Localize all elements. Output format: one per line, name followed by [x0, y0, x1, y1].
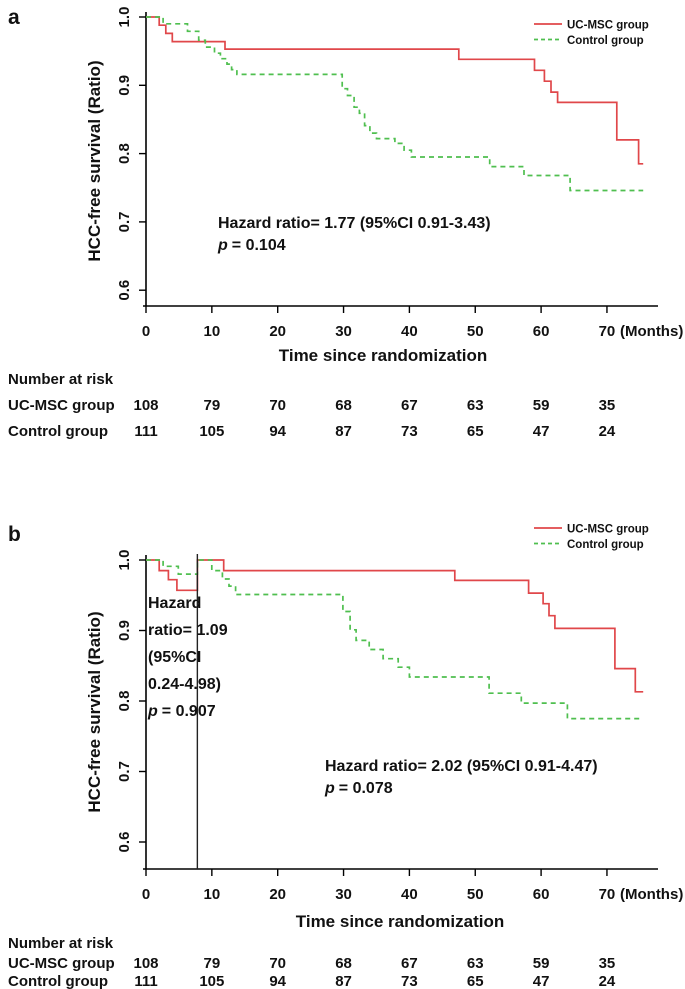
annotation-line: Hazard ratio= 2.02 (95%CI 0.91-4.47) — [325, 758, 598, 775]
y-tick-label: 0.8 — [116, 691, 133, 712]
y-tick-label: 0.8 — [116, 143, 133, 164]
y-tick-label: 0.7 — [116, 761, 133, 782]
nar-value: 35 — [599, 397, 616, 414]
nar-value: 67 — [401, 955, 418, 972]
nar-value: 65 — [467, 423, 484, 440]
x-tick-label: 0 — [142, 886, 150, 903]
nar-value: 70 — [269, 955, 286, 972]
nar-value: 47 — [533, 973, 550, 989]
x-tick-label: 50 — [467, 886, 484, 903]
y-axis-title: HCC-free survival (Ratio) — [85, 60, 104, 261]
series-control-group — [146, 559, 644, 720]
nar-value: 105 — [199, 973, 224, 989]
y-tick-label: 0.9 — [116, 75, 133, 96]
x-axis-title: Time since randomization — [296, 912, 504, 931]
y-tick-label: 0.7 — [116, 211, 133, 232]
x-tick-label: 60 — [533, 886, 550, 903]
legend-label: Control group — [567, 35, 644, 47]
series-control-group — [146, 16, 644, 192]
nar-value: 63 — [467, 397, 484, 414]
nar-value: 94 — [269, 973, 286, 989]
y-axis-title: HCC-free survival (Ratio) — [85, 611, 104, 812]
nar-value: 105 — [199, 423, 224, 440]
nar-value: 79 — [204, 397, 221, 414]
number-at-risk-title: Number at risk — [8, 371, 114, 388]
x-tick-label: 30 — [335, 323, 352, 340]
nar-value: 94 — [269, 423, 286, 440]
legend-label: UC-MSC group — [567, 524, 649, 536]
nar-value: 67 — [401, 397, 418, 414]
nar-value: 73 — [401, 423, 418, 440]
nar-value: 59 — [533, 955, 550, 972]
x-tick-label: 30 — [335, 886, 352, 903]
x-tick-label: 60 — [533, 323, 550, 340]
annotation-line: p = 0.104 — [217, 237, 286, 254]
annotation-line: p = 0.078 — [324, 780, 393, 797]
panel-b-chart: 0 10 20 30 40 50 60 70 (Months)1.00.90.80.70.6Ti… — [8, 524, 683, 989]
panel-a-chart: 0 10 20 30 40 50 60 70 (Months)1.00.90.80.70.6Ti… — [8, 7, 683, 440]
annotation-line: p = 0.907 — [147, 703, 216, 720]
nar-value: 108 — [133, 955, 158, 972]
x-tick-label: 20 — [269, 323, 286, 340]
nar-value: 24 — [599, 973, 616, 989]
nar-value: 108 — [133, 397, 158, 414]
nar-row-label: UC-MSC group — [8, 397, 115, 414]
x-tick-label: 20 — [269, 886, 286, 903]
x-tick-label: 70 — [599, 323, 616, 340]
panel-a-label: a — [8, 6, 20, 29]
x-unit-label: (Months) — [620, 323, 683, 340]
annotation-line: (95%CI — [148, 649, 201, 666]
nar-value: 65 — [467, 973, 484, 989]
legend-label: Control group — [567, 539, 644, 551]
nar-row-label: Control group — [8, 973, 108, 989]
annotation-line: Hazard — [148, 595, 201, 612]
nar-value: 73 — [401, 973, 418, 989]
nar-value: 68 — [335, 955, 352, 972]
x-tick-label: 40 — [401, 323, 418, 340]
y-tick-label: 0.6 — [116, 832, 133, 853]
nar-value: 24 — [599, 423, 616, 440]
nar-value: 111 — [134, 423, 157, 440]
number-at-risk-title: Number at risk — [8, 935, 114, 952]
annotation-line: Hazard ratio= 1.77 (95%CI 0.91-3.43) — [218, 215, 491, 232]
x-tick-label: 40 — [401, 886, 418, 903]
nar-row-label: UC-MSC group — [8, 955, 115, 972]
x-unit-label: (Months) — [620, 886, 683, 903]
y-tick-label: 0.6 — [116, 280, 133, 301]
nar-value: 59 — [533, 397, 550, 414]
y-tick-label: 1.0 — [116, 550, 133, 571]
annotation-line: ratio= 1.09 — [148, 622, 228, 639]
nar-value: 63 — [467, 955, 484, 972]
annotation-line: 0.24-4.98) — [148, 676, 221, 693]
nar-row-label: Control group — [8, 423, 108, 440]
nar-value: 79 — [204, 955, 221, 972]
y-tick-label: 1.0 — [116, 7, 133, 28]
series-uc-msc-group — [146, 16, 644, 165]
x-tick-label: 70 — [599, 886, 616, 903]
x-tick-label: 50 — [467, 323, 484, 340]
nar-value: 68 — [335, 397, 352, 414]
nar-value: 47 — [533, 423, 550, 440]
nar-value: 111 — [134, 973, 157, 989]
x-tick-label: 10 — [204, 886, 221, 903]
nar-value: 87 — [335, 973, 352, 989]
y-tick-label: 0.9 — [116, 620, 133, 641]
series-uc-msc-group — [146, 559, 644, 693]
x-tick-label: 0 — [142, 323, 150, 340]
x-axis-title: Time since randomization — [279, 346, 487, 365]
nar-value: 87 — [335, 423, 352, 440]
legend-label: UC-MSC group — [567, 20, 649, 32]
nar-value: 70 — [269, 397, 286, 414]
x-tick-label: 10 — [204, 323, 221, 340]
panel-b-label: b — [8, 523, 21, 546]
nar-value: 35 — [599, 955, 616, 972]
